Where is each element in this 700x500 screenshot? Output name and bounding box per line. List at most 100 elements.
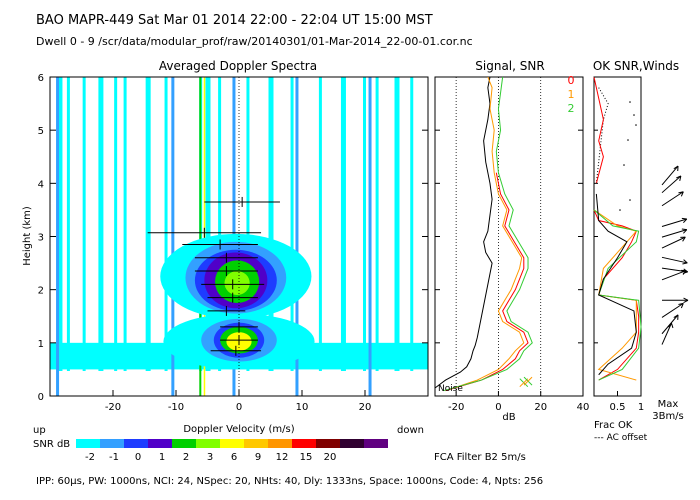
colorbar-swatch xyxy=(244,439,268,448)
spectral-stripe xyxy=(164,77,168,371)
wind-arrow-head xyxy=(683,297,689,301)
spectra-xtick-label: -20 xyxy=(105,402,121,413)
signal-cross xyxy=(523,376,533,386)
wind-arrow-head xyxy=(683,229,688,234)
spectral-stripe xyxy=(394,77,400,371)
signal-xtick-label: -20 xyxy=(448,402,464,413)
spectra-ytick-label: 4 xyxy=(38,179,44,190)
signal-series xyxy=(434,76,533,392)
wind-arrow xyxy=(661,191,684,207)
signal-xtick-label: 20 xyxy=(534,402,547,413)
wind-arrow-head xyxy=(680,191,684,197)
signal-line-snr-1 xyxy=(445,76,525,392)
spectra-xtick-label: 10 xyxy=(296,402,309,413)
wind-arrow xyxy=(661,256,688,264)
wind-dot xyxy=(635,124,637,126)
spectra-echo xyxy=(160,233,315,370)
max-label: Max xyxy=(658,399,679,410)
wind-dot xyxy=(629,101,631,103)
spectral-stripe xyxy=(66,77,70,371)
spectra-xtick-label: 0 xyxy=(236,402,242,413)
signal-line-snr-0 xyxy=(445,172,529,392)
ac-offset-label: --- AC offset xyxy=(594,433,648,443)
spectral-stripe xyxy=(410,77,414,371)
wind-arrow-head xyxy=(682,236,686,242)
wind-dot xyxy=(627,139,629,141)
spectral-stripe xyxy=(375,77,379,371)
wind-arrow-head xyxy=(682,270,687,275)
colorbar-swatch xyxy=(268,439,292,448)
winds-axes: 0.5 1 xyxy=(594,76,644,413)
wind-dot xyxy=(619,209,621,211)
colorbar-swatch xyxy=(340,439,364,448)
spectra-ytick-label: 3 xyxy=(38,233,44,244)
legend-entry-2: 2 xyxy=(568,102,575,115)
wind-arrow-head xyxy=(681,228,687,231)
spectra-ytick-label: 0 xyxy=(38,392,44,403)
colorbar-swatch xyxy=(76,439,100,448)
colorbar-swatch xyxy=(220,439,244,448)
colorbar-label: SNR dB xyxy=(33,439,70,450)
wind-arrow-head xyxy=(678,191,684,194)
spectra-ylabel: Height (km) xyxy=(22,206,33,266)
wind-arrow xyxy=(661,236,686,249)
frac-ok-label: Frac OK xyxy=(594,420,633,431)
max-speed-label: 3Bm/s xyxy=(652,411,684,422)
spectra-ytick-label: 6 xyxy=(38,73,44,84)
wind-arrow-head xyxy=(679,175,682,181)
dc-line-green xyxy=(199,77,202,396)
spectral-stripe xyxy=(363,77,366,371)
wind-arrow xyxy=(661,165,679,186)
winds-panel: OK SNR,Winds 0.5 1 012 Frac OK --- AC off… xyxy=(434,59,689,463)
wind-arrow-head xyxy=(683,218,688,224)
spectral-stripe xyxy=(268,77,274,371)
spectra-down-note: down xyxy=(397,425,424,436)
spectral-stripe xyxy=(98,77,104,371)
legend-entry-0: 0 xyxy=(568,74,575,87)
ok-frac-series xyxy=(593,76,642,381)
colorbar-tick-label: 3 xyxy=(207,452,213,463)
snr-colorbar: SNR dB -2 -1 0 1 2 3 6 9 12 15 20 xyxy=(33,439,388,463)
clutter-line xyxy=(368,77,372,396)
spectra-xtick-label: -10 xyxy=(168,402,184,413)
spectra-panel: Averaged Doppler Spectra -20 -10 0 10 20 0 1 2 3… xyxy=(22,59,429,436)
wind-arrow xyxy=(661,322,672,345)
echo-contour xyxy=(224,271,250,295)
colorbar-tick-label: 9 xyxy=(255,452,261,463)
wind-arrow-head xyxy=(683,259,688,264)
colorbar-swatch xyxy=(172,439,196,448)
wind-dot xyxy=(633,114,635,116)
signal-title: Signal, SNR xyxy=(475,59,544,73)
signal-line-snr-2 xyxy=(443,76,533,392)
wind-arrow-head xyxy=(673,165,679,170)
wind-arrow-head xyxy=(683,299,689,304)
colorbar-tick-label: 0 xyxy=(135,452,141,463)
spectral-stripe xyxy=(318,77,322,371)
wind-arrow xyxy=(661,229,687,238)
header-title: BAO MAPR-449 Sat Mar 01 2014 22:00 - 22:… xyxy=(36,13,433,28)
winds-title: OK SNR,Winds xyxy=(593,59,679,73)
spectral-stripe xyxy=(246,77,250,371)
spectra-xtick-label: 20 xyxy=(359,402,372,413)
colorbar-swatch xyxy=(148,439,172,448)
winds-legend: 012 xyxy=(568,74,575,115)
wind-barbs xyxy=(619,101,689,345)
wind-dot xyxy=(623,164,625,166)
legend-entry-1: 1 xyxy=(568,88,575,101)
signal-xtick-label: 0 xyxy=(495,402,501,413)
colorbar-swatch xyxy=(316,439,340,448)
signal-grid xyxy=(455,77,542,396)
spectral-stripe xyxy=(114,77,118,371)
colorbar-swatch xyxy=(100,439,124,448)
wind-arrow xyxy=(661,270,687,281)
wind-arrow-head xyxy=(678,302,684,306)
wind-arrow xyxy=(661,218,687,227)
spectra-wind-bars xyxy=(147,196,280,356)
ok-line-0-upper xyxy=(593,76,604,184)
colorbar-tick-label: 15 xyxy=(300,452,313,463)
colorbar-swatch xyxy=(196,439,220,448)
signal-xtick-label: 40 xyxy=(577,402,590,413)
ok-xtick-label: 0.5 xyxy=(610,402,626,413)
spectral-stripe xyxy=(218,77,222,371)
clutter-line xyxy=(56,77,60,396)
